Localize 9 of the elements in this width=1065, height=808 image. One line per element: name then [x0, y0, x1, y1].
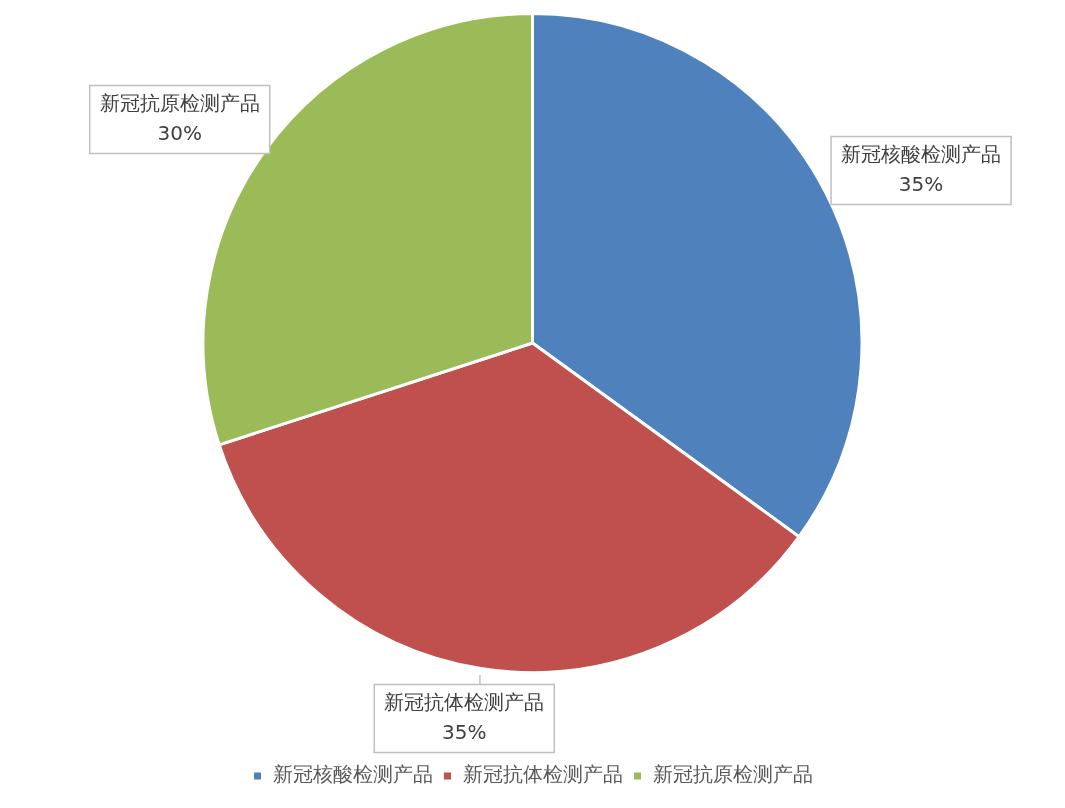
slice-label: 新冠核酸检测产品	[841, 141, 1002, 166]
legend-label: 新冠抗原检测产品	[652, 762, 813, 787]
slice-label: 新冠抗原检测产品	[99, 90, 260, 115]
legend-label: 新冠核酸检测产品	[272, 762, 433, 787]
data-label: 30%	[157, 120, 202, 145]
slice-label: 新冠抗体检测产品	[384, 689, 545, 714]
data-label: 35%	[442, 719, 487, 744]
legend-label: 新冠抗体检测产品	[462, 762, 623, 787]
data-label: 35%	[898, 171, 944, 196]
